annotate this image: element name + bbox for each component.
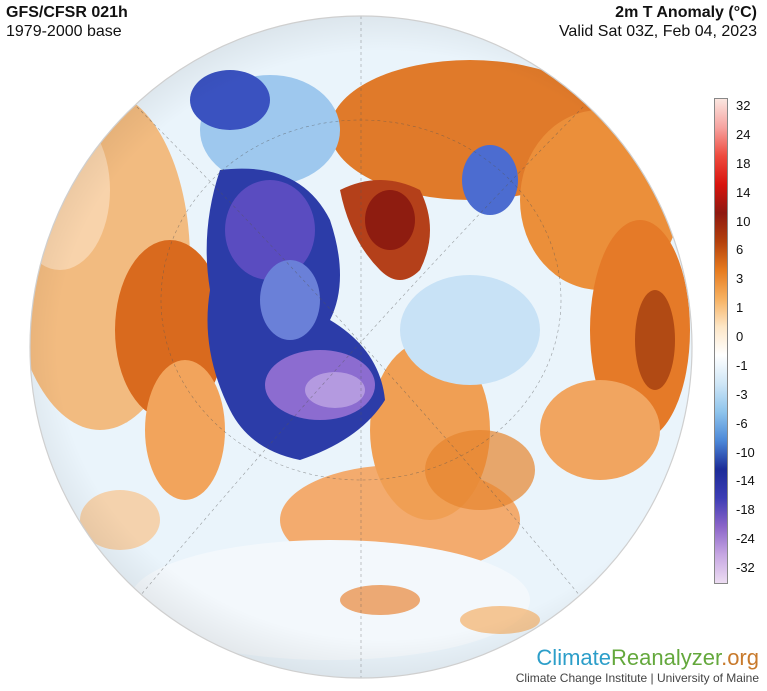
colorbar-label: 24: [736, 126, 751, 142]
colorbar-label: 32: [736, 98, 751, 113]
colorbar-label: 1: [736, 300, 744, 316]
colorbar-label: 10: [736, 213, 751, 229]
colorbar: [714, 98, 728, 584]
colorbar-label: 18: [736, 155, 751, 171]
valid-time: Valid Sat 03Z, Feb 04, 2023: [558, 23, 757, 40]
globe-outline: [29, 15, 693, 679]
colorbar-label: -32: [736, 560, 755, 575]
colorbar-label: -18: [736, 502, 755, 518]
colorbar-label: -10: [736, 444, 755, 460]
variable-title: 2m T Anomaly (°C): [615, 4, 757, 21]
colorbar-label: -3: [736, 386, 748, 402]
brand-part-2: Reanalyzer: [611, 645, 722, 670]
base-period: 1979-2000 base: [6, 23, 122, 40]
colorbar-label: -6: [736, 415, 748, 431]
brand-logo: ClimateReanalyzer.org: [536, 646, 759, 670]
colorbar-label: -14: [736, 473, 755, 489]
model-title: GFS/CFSR 021h: [6, 4, 128, 21]
colorbar-label: -24: [736, 531, 755, 547]
colorbar-label: 3: [736, 271, 744, 287]
colorbar-label: 6: [736, 242, 744, 258]
colorbar-label: -1: [736, 357, 748, 373]
credit-line: Climate Change Institute | University of…: [515, 671, 759, 685]
colorbar-label: 14: [736, 184, 751, 200]
brand-part-3: .org: [721, 645, 759, 670]
brand-part-1: Climate: [536, 645, 611, 670]
colorbar-label: 0: [736, 329, 744, 344]
